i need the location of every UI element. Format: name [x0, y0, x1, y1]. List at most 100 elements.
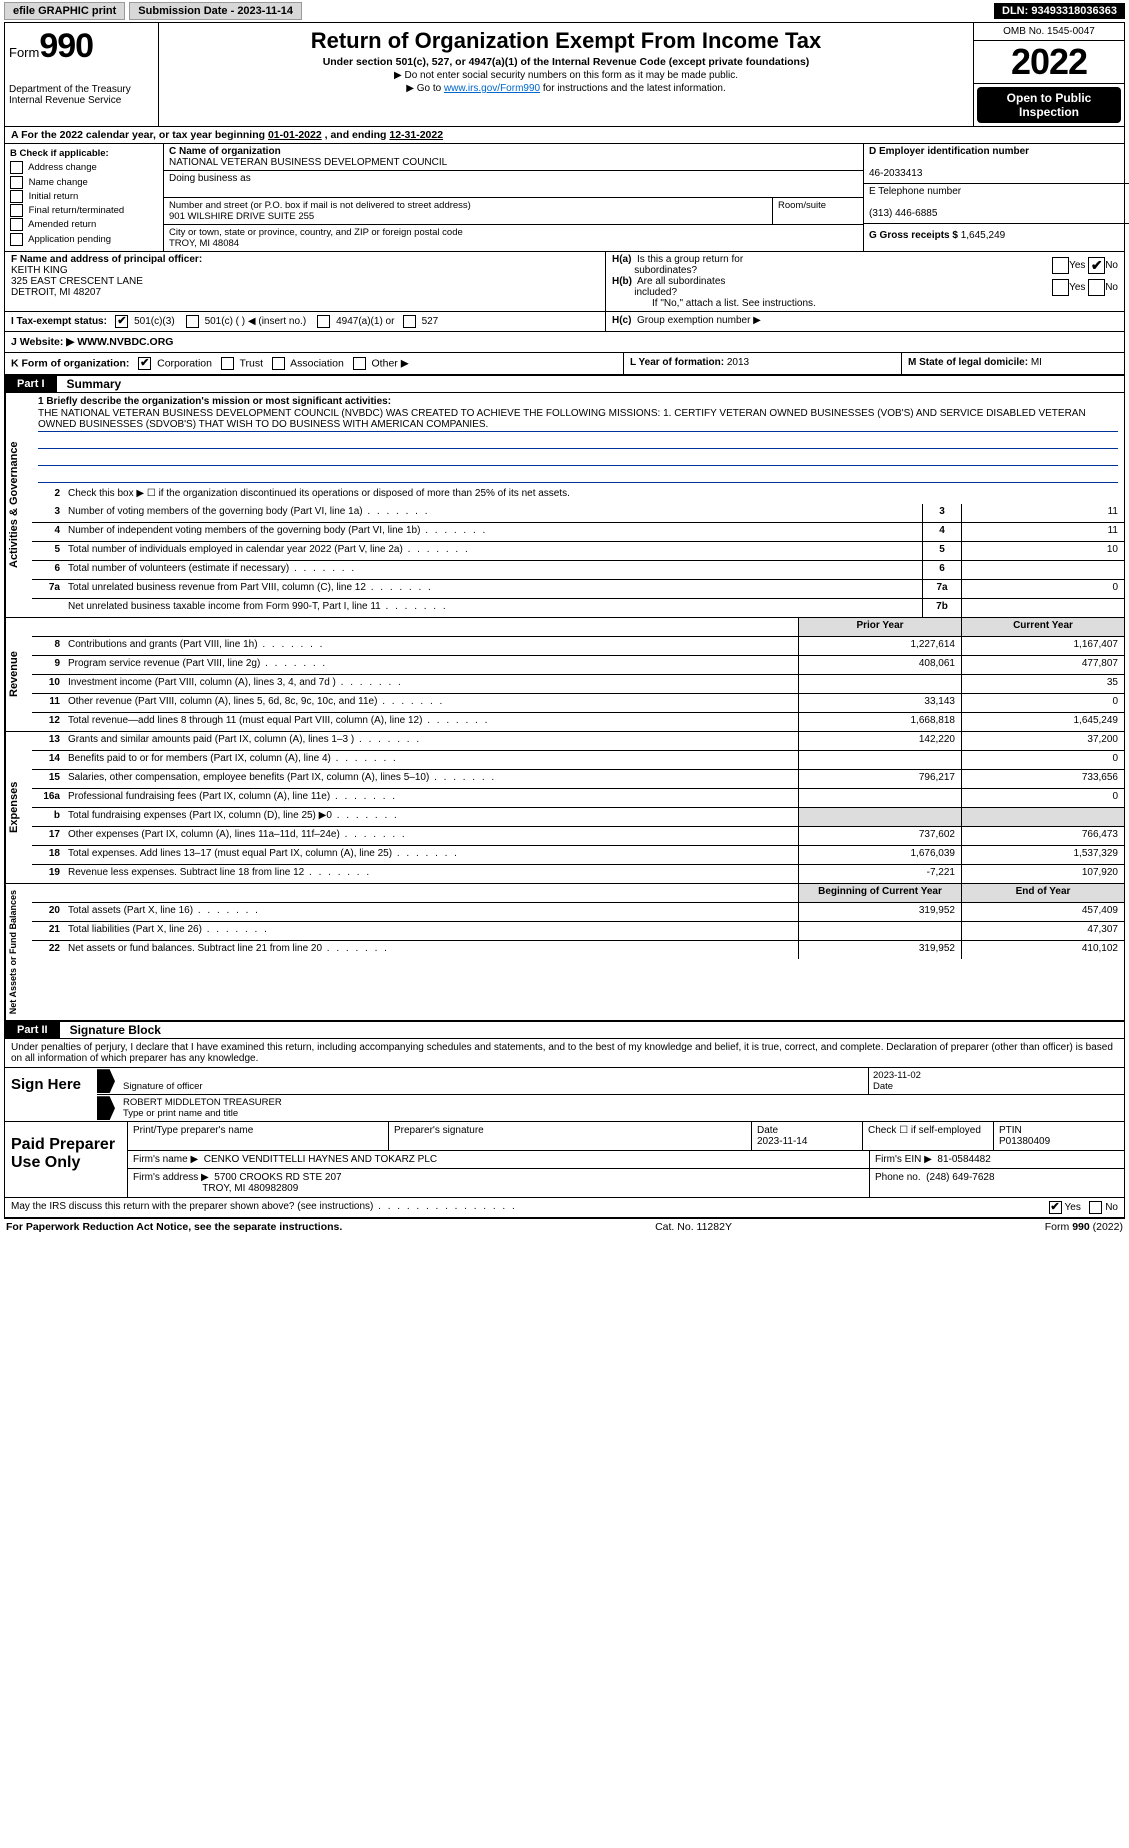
line-box: 7a [922, 580, 961, 598]
mission-blank-2 [38, 449, 1118, 466]
line-desc: Grants and similar amounts paid (Part IX… [64, 732, 798, 750]
data-row: 22 Net assets or fund balances. Subtract… [32, 941, 1124, 959]
open-to-public-badge: Open to Public Inspection [977, 87, 1121, 123]
section-i: I Tax-exempt status: 501(c)(3) 501(c) ( … [5, 312, 606, 331]
expenses-section: Expenses 13 Grants and similar amounts p… [5, 732, 1124, 884]
cb-initial-return[interactable] [10, 190, 23, 203]
line-desc: Professional fundraising fees (Part IX, … [64, 789, 798, 807]
cb-association[interactable] [272, 357, 285, 370]
footer-left: For Paperwork Reduction Act Notice, see … [6, 1221, 342, 1233]
cb-amended-return[interactable] [10, 218, 23, 231]
discuss-yes-lbl: Yes [1065, 1202, 1081, 1213]
ha-yes[interactable] [1052, 257, 1069, 274]
line-desc: Revenue less expenses. Subtract line 18 … [64, 865, 798, 883]
year-formation-value: 2013 [727, 357, 749, 368]
line-box: 5 [922, 542, 961, 560]
irs-label: Internal Revenue Service [9, 95, 154, 106]
cb-other[interactable] [353, 357, 366, 370]
line-box: 4 [922, 523, 961, 541]
officer-sig-label: Signature of officer [123, 1081, 203, 1092]
cb-corporation[interactable] [138, 357, 151, 370]
gross-receipts-label: G Gross receipts $ [869, 230, 958, 241]
data-row: 16a Professional fundraising fees (Part … [32, 789, 1124, 808]
discuss-question: May the IRS discuss this return with the… [11, 1201, 517, 1214]
phone-value: (313) 446-6885 [869, 208, 937, 219]
preparer-date-label: Date [757, 1125, 778, 1136]
omb-number: OMB No. 1545-0047 [974, 23, 1124, 41]
tax-period-row: A For the 2022 calendar year, or tax yea… [5, 127, 1124, 144]
current-year-value: 0 [961, 789, 1124, 807]
data-row: 15 Salaries, other compensation, employe… [32, 770, 1124, 789]
org-name: NATIONAL VETERAN BUSINESS DEVELOPMENT CO… [169, 157, 447, 168]
efile-print-button[interactable]: efile GRAPHIC print [4, 2, 125, 20]
ha-yes-lbl: Yes [1069, 260, 1085, 271]
line-desc: Net assets or fund balances. Subtract li… [64, 941, 798, 959]
cb-trust[interactable] [221, 357, 234, 370]
opt-4947: 4947(a)(1) or [336, 316, 394, 327]
data-row: 21 Total liabilities (Part X, line 26) 4… [32, 922, 1124, 941]
cb-501c[interactable] [186, 315, 199, 328]
form-header: Form990 Department of the Treasury Inter… [5, 23, 1124, 127]
hb-no[interactable] [1088, 279, 1105, 296]
page-footer: For Paperwork Reduction Act Notice, see … [0, 1219, 1129, 1235]
hb-yes[interactable] [1052, 279, 1069, 296]
footer-cat-no: Cat. No. 11282Y [655, 1221, 732, 1233]
part1-tab: Part I [5, 376, 57, 392]
discuss-no[interactable] [1089, 1201, 1102, 1214]
line-desc: Other revenue (Part VIII, column (A), li… [64, 694, 798, 712]
section-klm: K Form of organization: Corporation Trus… [5, 353, 1124, 375]
cb-501c3[interactable] [115, 315, 128, 328]
prior-year-value: -7,221 [798, 865, 961, 883]
cb-application-pending[interactable] [10, 233, 23, 246]
firm-addr-label: Firm's address ▶ [133, 1172, 209, 1183]
sign-here-label: Sign Here [5, 1068, 97, 1121]
side-label-netassets: Net Assets or Fund Balances [5, 884, 32, 1020]
discuss-row: May the IRS discuss this return with the… [5, 1198, 1124, 1218]
submission-date-button[interactable]: Submission Date - 2023-11-14 [129, 2, 302, 20]
revenue-section: Revenue Prior Year Current Year 8 Contri… [5, 618, 1124, 732]
current-year-value: 766,473 [961, 827, 1124, 845]
irs-link[interactable]: www.irs.gov/Form990 [444, 83, 540, 94]
line-value [961, 599, 1124, 617]
discuss-yes[interactable] [1049, 1201, 1062, 1214]
cb-4947[interactable] [317, 315, 330, 328]
line-desc: Total expenses. Add lines 13–17 (must eq… [64, 846, 798, 864]
line-value: 10 [961, 542, 1124, 560]
cb-527[interactable] [403, 315, 416, 328]
current-year-value: 35 [961, 675, 1124, 693]
officer-name-label: Type or print name and title [123, 1108, 238, 1119]
firm-name-label: Firm's name ▶ [133, 1154, 198, 1165]
header-right: OMB No. 1545-0047 2022 Open to Public In… [973, 23, 1124, 126]
data-row: 17 Other expenses (Part IX, column (A), … [32, 827, 1124, 846]
footer-form-num: 990 [1072, 1221, 1090, 1233]
city-label: City or town, state or province, country… [169, 227, 463, 238]
preparer-sig-label: Preparer's signature [394, 1125, 484, 1136]
cb-final-return[interactable] [10, 204, 23, 217]
gov-row: 5 Total number of individuals employed i… [32, 542, 1124, 561]
footer-form-post: (2022) [1090, 1221, 1123, 1233]
line-num: 9 [32, 656, 64, 674]
ha-no[interactable] [1088, 257, 1105, 274]
current-year-value: 0 [961, 751, 1124, 769]
line-num: 3 [32, 504, 64, 522]
paid-preparer-label: Paid Preparer Use Only [5, 1122, 128, 1197]
opt-other: Other ▶ [372, 357, 409, 369]
line-box: 7b [922, 599, 961, 617]
lbl-application-pending: Application pending [28, 234, 111, 245]
ptin-cell: PTIN P01380409 [994, 1122, 1124, 1150]
cb-address-change[interactable] [10, 161, 23, 174]
footer-form-pre: Form [1045, 1221, 1072, 1233]
current-year-value: 107,920 [961, 865, 1124, 883]
officer-addr1: 325 EAST CRESCENT LANE [11, 276, 143, 287]
form-org-label: K Form of organization: [11, 357, 129, 369]
line2-desc: Check this box ▶ ☐ if the organization d… [64, 486, 1124, 504]
cb-name-change[interactable] [10, 176, 23, 189]
opt-trust: Trust [239, 357, 263, 369]
current-year-value: 47,307 [961, 922, 1124, 940]
line-num: b [32, 808, 64, 826]
data-row: 18 Total expenses. Add lines 13–17 (must… [32, 846, 1124, 865]
discuss-no-lbl: No [1105, 1202, 1118, 1213]
line-num [32, 599, 64, 617]
line-num: 15 [32, 770, 64, 788]
line-num: 17 [32, 827, 64, 845]
